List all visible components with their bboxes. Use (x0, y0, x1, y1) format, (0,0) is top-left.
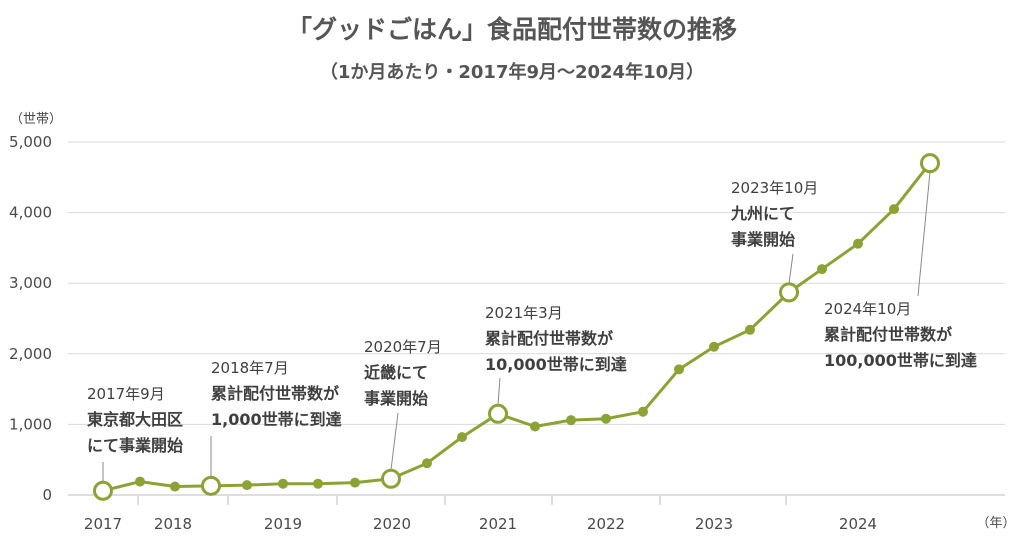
data-point (422, 458, 432, 469)
data-point (170, 481, 180, 492)
annotation-text: 累計配付世帯数が (211, 384, 339, 403)
annotation-text: にて事業開始 (87, 436, 183, 455)
x-tick-label: 2021 (479, 515, 517, 533)
data-point (350, 477, 360, 488)
annotation-text: 2023年10月 (731, 179, 818, 197)
data-point (709, 341, 719, 352)
data-point-highlight (920, 153, 940, 174)
annotation-text: 100,000世帯に到達 (824, 351, 977, 370)
annotation-leaders (102, 172, 931, 482)
annotation-text: 2020年7月 (364, 338, 442, 356)
data-point-highlight (488, 403, 508, 424)
annotation-text: 九州にて (730, 204, 795, 223)
annotation-leader-line (497, 377, 501, 405)
annotation-leader-line (788, 253, 794, 284)
data-point-highlight (779, 282, 799, 303)
x-tick-label: 2024 (839, 515, 877, 533)
x-axis-unit: （年） (976, 516, 1015, 531)
y-tick-label: 2,000 (9, 345, 52, 363)
annotation-text: 2017年9月 (87, 385, 165, 403)
data-point-highlight (201, 475, 221, 496)
annotation-text: 東京都大田区 (87, 410, 183, 429)
annotations: 2017年9月東京都大田区にて事業開始2018年7月累計配付世帯数が1,000世… (87, 179, 977, 455)
annotation-text: 2021年3月 (485, 304, 563, 322)
data-point (889, 204, 899, 215)
data-point (530, 421, 540, 432)
x-tick-label: 2018 (154, 515, 192, 533)
data-point (566, 415, 576, 426)
annotation-text: 事業開始 (731, 230, 795, 249)
annotation-text: 累計配付世帯数が (824, 325, 952, 344)
x-tick-label: 2019 (264, 515, 302, 533)
y-tick-label: 5,000 (9, 133, 52, 151)
annotation-text: 事業開始 (364, 389, 428, 408)
data-point (601, 413, 611, 424)
data-point (817, 264, 827, 275)
x-tick-label: 2022 (587, 515, 625, 533)
axes: 0 1,000 2,000 3,000 4,000 5,000 （世帯） 2017 2018 20… (9, 112, 1015, 533)
data-points (93, 153, 940, 501)
annotation-text: 2024年10月 (824, 300, 911, 318)
data-point (135, 476, 145, 487)
annotation-leader-line (390, 412, 399, 470)
data-point (674, 364, 684, 375)
annotation-text: 10,000世帯に到達 (485, 355, 627, 374)
y-tick-label: 1,000 (9, 415, 52, 433)
data-point (638, 406, 648, 417)
data-point (242, 480, 252, 491)
data-point-highlight (381, 468, 401, 489)
data-point (278, 478, 288, 489)
annotation-text: 1,000世帯に到達 (211, 410, 342, 429)
data-point (457, 432, 467, 443)
data-point (745, 324, 755, 335)
y-axis-unit: （世帯） (10, 112, 62, 127)
annotation-leader-line (917, 172, 931, 297)
annotation-text: 近畿にて (364, 363, 428, 382)
y-tick-label: 4,000 (9, 204, 52, 222)
chart-subtitle: （1か月あたり・2017年9月〜2024年10月） (319, 62, 705, 83)
x-tick-label: 2017 (84, 515, 122, 533)
annotation-text: 累計配付世帯数が (485, 329, 613, 348)
data-point (853, 238, 863, 249)
data-point (313, 478, 323, 489)
x-tick-label: 2020 (373, 515, 411, 533)
y-tick-label: 0 (42, 486, 52, 504)
data-point-highlight (93, 480, 113, 501)
chart-title: 「グッドごはん」食品配付世帯数の推移 (286, 15, 737, 44)
y-tick-label: 3,000 (9, 274, 52, 292)
x-tick-label: 2023 (695, 515, 733, 533)
annotation-text: 2018年7月 (211, 359, 289, 377)
